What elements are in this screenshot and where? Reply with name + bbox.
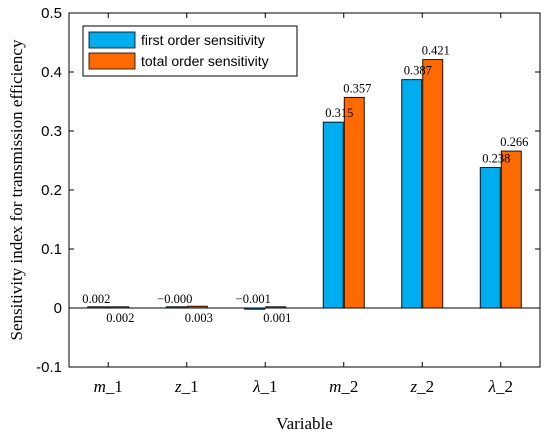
x-tick-label-m1-0: m_1 [94,377,123,396]
x-tick-label-2-5: λ_2 [488,377,513,396]
x-tick-label-z1-1: z_1 [174,377,199,396]
data-label-first-order-0: 0.002 [82,292,110,306]
legend-label-first-order: first order sensitivity [141,32,265,48]
x-tick-label-1-2: λ_1 [252,377,277,396]
data-label-total-order-0: 0.002 [106,311,134,325]
y-tick-label: 0.4 [41,64,62,81]
plot-frame [68,12,541,368]
bar-total-order-2 [265,306,287,309]
data-label-first-order-5: 0.238 [482,152,510,166]
data-label-first-order-4: 0.387 [404,64,432,78]
bar-first-order-1 [165,306,187,309]
y-tick-label: 0 [54,300,62,317]
y-axis-ticks: -0.1 0 0.1 0.2 0.3 0.4 0.5 [36,5,540,376]
data-labels: 0.002 0.002 −0.000 0.003 −0.001 0.001 0.315 0.3… [82,44,528,325]
data-label-first-order-3: 0.315 [325,106,353,120]
data-label-total-order-2: 0.001 [263,311,291,325]
y-axis-title: Sensitivity index for transmission effic… [7,39,26,340]
x-tick-label-z2-4: z_2 [409,377,434,396]
x-tick-label-m2-3: m_2 [329,377,358,396]
data-label-total-order-4: 0.421 [422,44,450,58]
bar-total-order-0 [108,306,130,309]
y-tick-label: 0.2 [41,182,62,199]
bar-total-order-1 [186,305,208,309]
legend-label-total-order: total order sensitivity [141,53,269,69]
bar-total-order-3 [343,96,365,309]
legend-swatch-total-order [88,52,136,70]
data-label-total-order-3: 0.357 [343,81,371,95]
bar-first-order-4 [401,79,423,309]
bar-total-order-4 [422,59,444,309]
bar-first-order-0 [87,306,109,309]
x-axis-ticks: m_1 z_1 λ_1 m_2 z_2 λ_2 [94,13,513,396]
bars [87,59,522,310]
bar-first-order-3 [322,121,344,309]
y-tick-label: 0.3 [41,123,62,140]
data-label-total-order-5: 0.266 [500,135,528,149]
y-tick-label: 0.5 [41,5,62,22]
legend-swatch-first-order [88,31,136,49]
bar-first-order-2 [244,307,266,310]
y-tick-label: 0.1 [41,241,62,258]
y-tick-label: -0.1 [36,359,62,376]
legend: first order sensitivity total order sens… [82,25,298,77]
x-axis-title: Variable [276,414,333,433]
bar-first-order-5 [479,167,501,309]
bar-total-order-5 [500,150,522,309]
data-label-total-order-1: 0.003 [185,311,213,325]
data-label-first-order-2: −0.001 [236,292,271,306]
data-label-first-order-1: −0.000 [157,292,192,306]
